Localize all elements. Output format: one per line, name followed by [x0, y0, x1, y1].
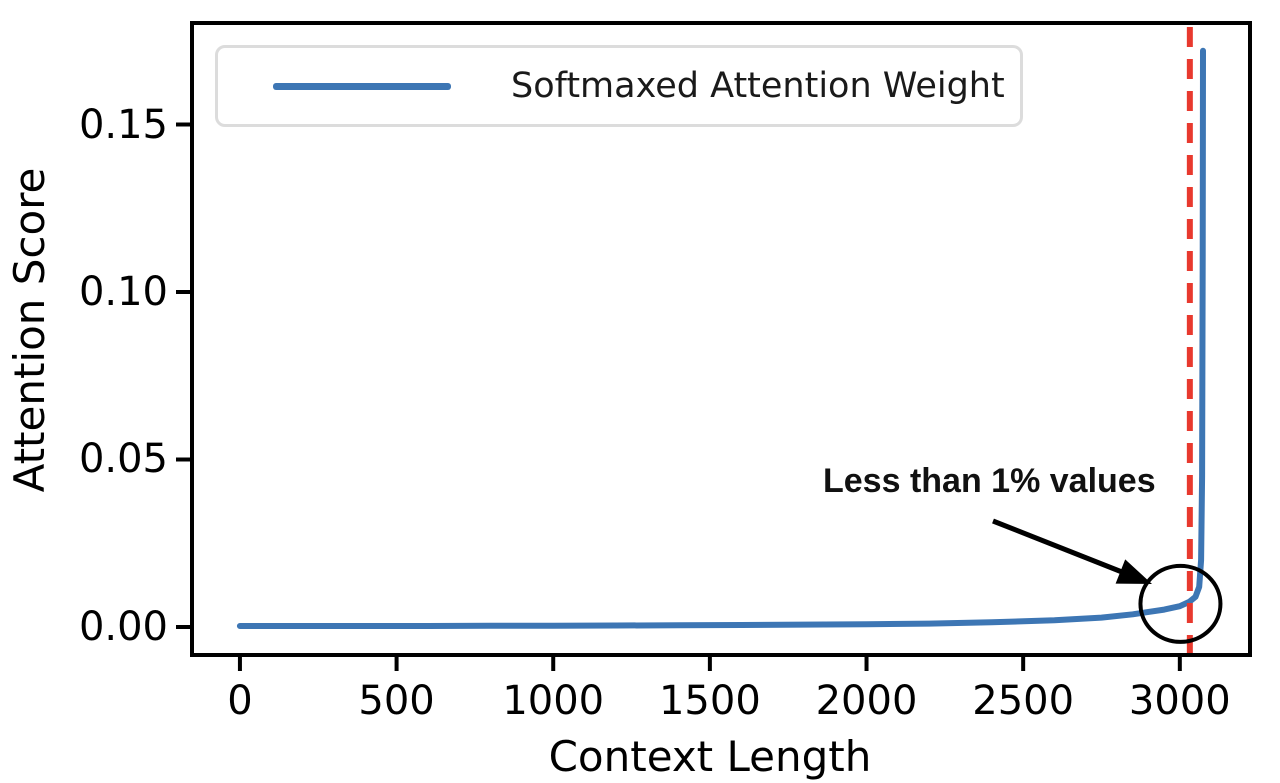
y-tick-label: 0.10 [78, 269, 168, 315]
plot-border [190, 21, 1252, 657]
y-tick-label: 0.05 [78, 436, 168, 483]
x-tick-label: 500 [358, 678, 435, 724]
x-tick-label: 2500 [972, 678, 1075, 724]
attention-weight-line [236, 47, 1206, 629]
annotation-text-bold: 1% [991, 462, 1041, 500]
annotation-text: Less than 1% values [823, 462, 1156, 501]
highlight-circle-icon [1138, 563, 1223, 644]
x-tick-label: 1000 [502, 678, 605, 724]
annotation-arrow-head-icon [1115, 559, 1152, 584]
annotation-text-suffix: values [1040, 462, 1156, 500]
x-tick-label: 1500 [658, 678, 761, 724]
annotation-arrow-shaft [992, 518, 1123, 575]
x-axis-label: Context Length [548, 732, 872, 781]
y-tick-label: 0.15 [78, 101, 168, 148]
legend: Softmaxed Attention Weight [215, 45, 1023, 127]
annotation-text-prefix: Less than [823, 462, 992, 500]
y-tick-label: 0.00 [78, 603, 168, 650]
legend-line-sample-icon [273, 82, 451, 90]
x-tick-label: 3000 [1128, 678, 1231, 724]
legend-label: Softmaxed Attention Weight [511, 66, 1005, 106]
x-tick-label: 0 [227, 678, 253, 724]
x-tick-label: 2000 [815, 678, 918, 724]
